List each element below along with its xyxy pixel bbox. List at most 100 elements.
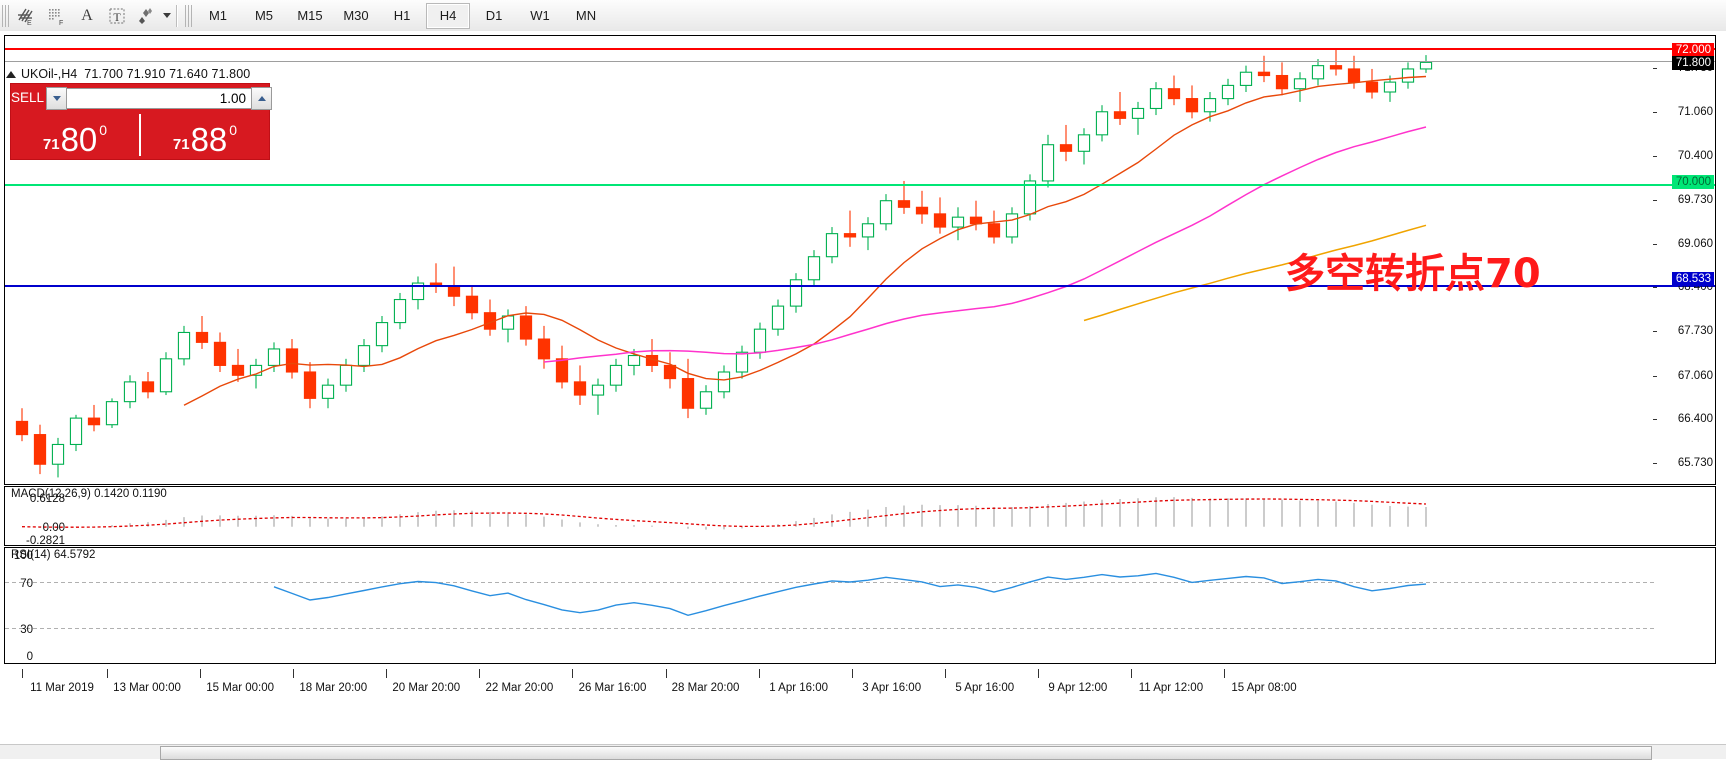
rsi-scale-label: 70 <box>20 577 33 590</box>
price-tick-label: 71.060 <box>1677 106 1713 119</box>
timeframe-m5[interactable]: M5 <box>254 8 274 23</box>
time-tick-label: 18 Mar 20:00 <box>299 682 368 694</box>
rsi-label: RSI(14) 64.5792 <box>11 549 96 561</box>
time-tick <box>572 669 574 678</box>
price-tick-label: 70.400 <box>1677 149 1713 162</box>
volume-increase-button[interactable] <box>251 86 273 110</box>
time-tick <box>1037 669 1039 678</box>
price-tick <box>1653 67 1657 69</box>
time-tick <box>1224 669 1225 678</box>
timeframe-h1[interactable]: H1 <box>393 8 411 23</box>
volume-input[interactable] <box>67 87 252 109</box>
macd-scale-label: 0.00 <box>42 521 65 534</box>
macd-pane[interactable]: MACD(12,26,9) 0.1420 0.1190 0.6128 0.00 -0… <box>4 486 1716 547</box>
sell-button[interactable]: 71 80 0 <box>11 112 139 158</box>
time-tick <box>944 669 946 678</box>
sell-label: SELL <box>11 90 45 105</box>
rsi-series <box>5 572 1655 629</box>
pivot-level-chip[interactable]: 70.000 <box>1671 174 1714 189</box>
candlestick-series <box>15 49 1433 478</box>
rsi-scale-label: 100 <box>13 550 33 562</box>
macd-series <box>21 497 1427 530</box>
timeframe-m30[interactable]: M30 <box>343 8 369 23</box>
price-tick <box>1653 199 1657 201</box>
chart-area[interactable]: 71.73071.06070.40069.73069.06068.40067.7… <box>0 31 1726 744</box>
buy-button[interactable]: 71 88 0 <box>141 112 269 158</box>
toolbar-grip[interactable] <box>2 4 9 27</box>
timeframe-d1[interactable]: D1 <box>485 8 503 23</box>
price-tick <box>1653 112 1657 114</box>
rsi-scale-label: 0 <box>26 651 33 663</box>
time-tick <box>386 669 388 678</box>
time-tick-label: 11 Apr 12:00 <box>1138 682 1204 694</box>
resistance-level-chip[interactable]: 72.000 <box>1671 43 1714 58</box>
price-tick <box>1653 331 1657 333</box>
text-label-icon[interactable]: A <box>81 6 93 24</box>
buy-price-big: 88 <box>190 121 228 158</box>
price-tick <box>1653 463 1657 465</box>
timeframe-w1[interactable]: W1 <box>530 8 550 23</box>
grid-templates-icon[interactable]: F <box>42 3 72 29</box>
time-tick-label: 15 Mar 00:00 <box>206 682 275 694</box>
svg-text:F: F <box>59 20 63 26</box>
price-tick <box>1653 287 1657 289</box>
timeframe-m1[interactable]: M1 <box>208 8 228 23</box>
main-toolbar: E F A T <box>0 0 1726 32</box>
price-tick <box>1653 243 1657 245</box>
price-tick-label: 69.060 <box>1677 237 1713 250</box>
pivot-line <box>5 184 1715 186</box>
timeframe-grip[interactable] <box>185 4 192 27</box>
price-tick-label: 67.730 <box>1677 325 1713 338</box>
symbol-ohlc: 71.700 71.910 71.640 71.800 <box>84 67 251 81</box>
time-tick-label: 9 Apr 12:00 <box>1048 682 1108 694</box>
resistance-line <box>5 48 1715 50</box>
timeframe-m15[interactable]: M15 <box>297 8 323 23</box>
macd-scale-label: -0.2821 <box>25 535 65 547</box>
time-tick-label: 26 Mar 16:00 <box>578 682 647 694</box>
time-axis[interactable]: 11 Mar 2019 13 Mar 00:00 15 Mar 00:00 18 Ma… <box>4 669 1716 699</box>
support-line <box>5 285 1715 287</box>
timeframe-mn[interactable]: MN <box>575 8 597 23</box>
time-tick <box>200 669 202 678</box>
bid-line <box>5 61 1715 62</box>
collapse-triangle-icon[interactable] <box>6 70 16 78</box>
support-level-chip[interactable]: 68.533 <box>1671 271 1714 286</box>
price-tick-label: 65.730 <box>1677 457 1713 470</box>
buy-price-prefix: 71 <box>172 136 190 153</box>
time-tick-label: 20 Mar 20:00 <box>392 682 461 694</box>
indicators-icon[interactable]: E <box>12 3 42 29</box>
macd-label: MACD(12,26,9) 0.1420 0.1190 <box>11 488 167 500</box>
text-box-icon[interactable]: T <box>102 3 132 29</box>
horizontal-scrollbar[interactable] <box>0 744 1726 760</box>
symbol-header: UKOil-,H4 71.700 71.910 71.640 71.800 <box>6 67 250 81</box>
time-tick-label: 22 Mar 20:00 <box>485 682 554 694</box>
one-click-trade-panel[interactable]: SELL BUY 71 80 0 71 88 0 <box>10 83 302 160</box>
sell-price-sup: 0 <box>99 122 108 138</box>
time-tick-label: 28 Mar 20:00 <box>671 682 740 694</box>
objects-icon[interactable] <box>132 3 162 29</box>
price-tick <box>1653 375 1657 377</box>
timeframe-group: M1 M5 M15 M30 H1 H4 D1 W1 MN <box>195 2 609 29</box>
timeframe-h4[interactable]: H4 <box>426 2 470 29</box>
volume-stepper[interactable] <box>46 86 273 110</box>
price-axis[interactable]: 71.73071.06070.40069.73069.06068.40067.7… <box>1653 36 1715 484</box>
volume-decrease-button[interactable] <box>46 86 68 110</box>
macd-scale-label: 0.6128 <box>29 493 65 505</box>
objects-dropdown-caret[interactable] <box>163 13 171 18</box>
chart-annotation-text[interactable]: 多空转折点70 <box>1285 251 1541 297</box>
time-tick-label: 1 Apr 16:00 <box>769 682 829 694</box>
bid-price-chip[interactable]: 71.800 <box>1671 56 1714 71</box>
time-tick <box>851 669 853 678</box>
buy-price-sup: 0 <box>229 122 238 138</box>
rsi-pane[interactable]: RSI(14) 64.5792 100 70 30 0 <box>4 547 1716 664</box>
buy-label: BUY <box>274 90 302 105</box>
toolbar-separator <box>176 4 178 27</box>
macd-pane-inner: MACD(12,26,9) 0.1420 0.1190 <box>5 487 1715 545</box>
price-tick <box>1653 419 1657 421</box>
price-pane[interactable]: 71.73071.06070.40069.73069.06068.40067.7… <box>4 35 1716 485</box>
rsi-axis: 100 70 30 0 <box>5 548 67 663</box>
price-tick-label: 69.730 <box>1677 193 1713 206</box>
symbol-name: UKOil-,H4 <box>21 67 78 81</box>
time-tick <box>22 669 23 678</box>
sell-price-prefix: 71 <box>42 136 60 153</box>
